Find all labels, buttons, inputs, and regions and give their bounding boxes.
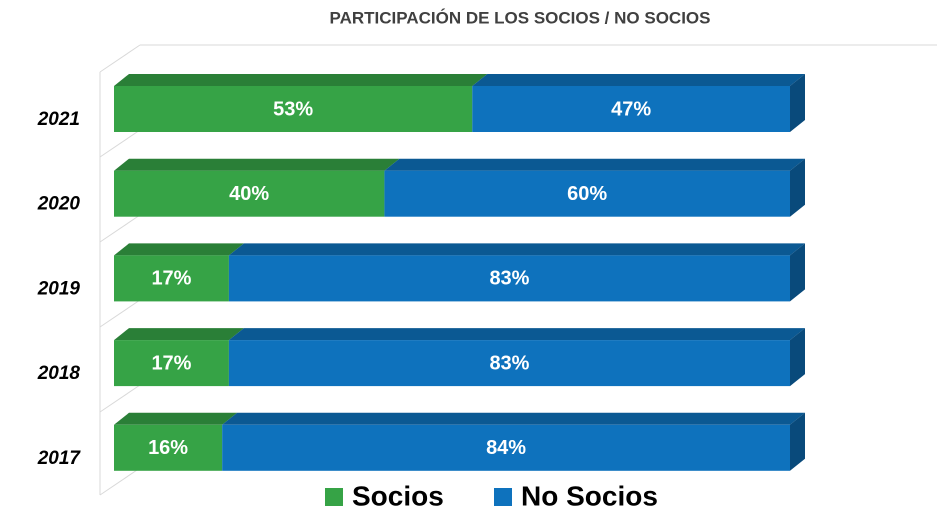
bar — [114, 255, 229, 302]
bar — [114, 424, 223, 471]
bar — [228, 340, 791, 387]
y-tick-label: 2021 — [37, 109, 80, 130]
bar-side — [790, 74, 805, 132]
bar — [114, 86, 473, 132]
bar — [114, 340, 229, 387]
legend-swatch — [325, 488, 343, 506]
bar — [228, 255, 791, 302]
data-label: 17% — [151, 268, 191, 290]
bar — [222, 424, 790, 471]
data-label: 53% — [273, 98, 313, 120]
bar-top — [472, 74, 805, 86]
data-label: 83% — [489, 352, 529, 374]
data-label: 40% — [229, 183, 269, 205]
chart-title: PARTICIPACIÓN DE LOS SOCIOS / NO SOCIOS — [330, 8, 711, 27]
bar — [114, 170, 385, 217]
bar-top — [384, 158, 805, 171]
bar-top — [228, 243, 806, 256]
bar-side — [790, 328, 805, 387]
data-label: 83% — [489, 268, 529, 290]
bar-top — [228, 328, 806, 341]
data-label: 60% — [567, 183, 607, 205]
bar-side — [790, 243, 805, 302]
legend-label: Socios — [352, 480, 444, 511]
bar-top — [114, 74, 488, 86]
bar — [472, 86, 790, 132]
bar-top — [114, 412, 238, 425]
y-tick-label: 2020 — [37, 194, 81, 215]
bar-top — [114, 158, 400, 171]
data-label: 47% — [611, 98, 651, 120]
y-tick-label: 2017 — [37, 448, 82, 469]
data-label: 17% — [151, 352, 191, 374]
chart-frame — [99, 44, 937, 496]
y-tick-label: 2018 — [37, 363, 81, 384]
y-tick-label: 2019 — [37, 278, 81, 299]
bar-top — [222, 412, 805, 425]
data-label: 16% — [148, 437, 188, 459]
legend-swatch — [494, 488, 512, 506]
bar-top — [114, 243, 244, 256]
bar — [384, 170, 790, 217]
bar-top — [114, 328, 244, 341]
bar-side — [790, 412, 805, 471]
legend-label: No Socios — [521, 480, 658, 511]
data-label: 84% — [486, 437, 526, 459]
bar-side — [790, 158, 805, 217]
